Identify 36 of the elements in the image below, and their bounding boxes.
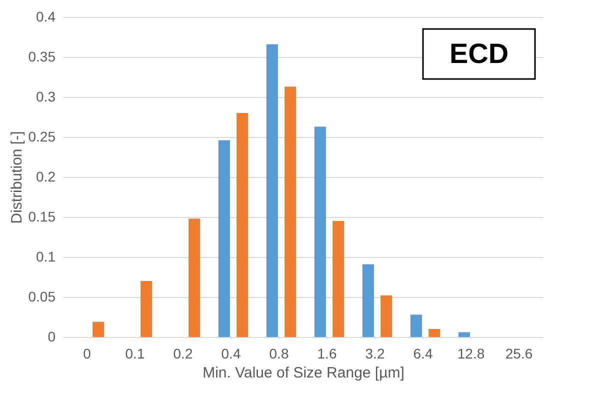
bar [362,264,374,337]
bar [236,113,248,337]
x-axis-title: Min. Value of Size Range [µm] [202,364,404,382]
y-tick-label: 0.25 [28,128,56,144]
y-tick-label: 0.1 [36,248,56,264]
bar [284,86,296,337]
bar [314,126,326,337]
x-tick-label: 0.4 [221,346,241,362]
y-tick-label: 0 [48,328,56,344]
x-tick-label: 6.4 [413,346,433,362]
x-tick-label: 0.1 [125,346,145,362]
bar [140,281,152,337]
y-tick-label: 0.05 [28,288,56,304]
y-tick-label: 0.2 [36,168,56,184]
y-axis-title: Distribution [-] [8,131,26,224]
bar [266,44,278,337]
y-tick-label: 0.4 [36,8,56,24]
y-tick-label: 0.15 [28,208,56,224]
bar [380,295,392,337]
x-tick-label: 0 [83,346,92,362]
bar [92,322,104,337]
x-tick-label: 0.8 [269,346,289,362]
bar [410,314,422,337]
y-tick-label: 0.3 [36,88,56,104]
bar [218,140,230,337]
x-tick-label: 25.6 [505,346,533,362]
bar [332,221,344,337]
x-tick-label: 1.6 [317,346,337,362]
y-tick-label: 0.35 [28,48,56,64]
annotation: ECD [449,38,509,69]
x-tick-label: 3.2 [365,346,385,362]
x-tick-label: 12.8 [457,346,485,362]
bar [458,332,470,337]
bar [188,218,200,337]
x-tick-label: 0.2 [173,346,193,362]
bar [428,329,440,337]
